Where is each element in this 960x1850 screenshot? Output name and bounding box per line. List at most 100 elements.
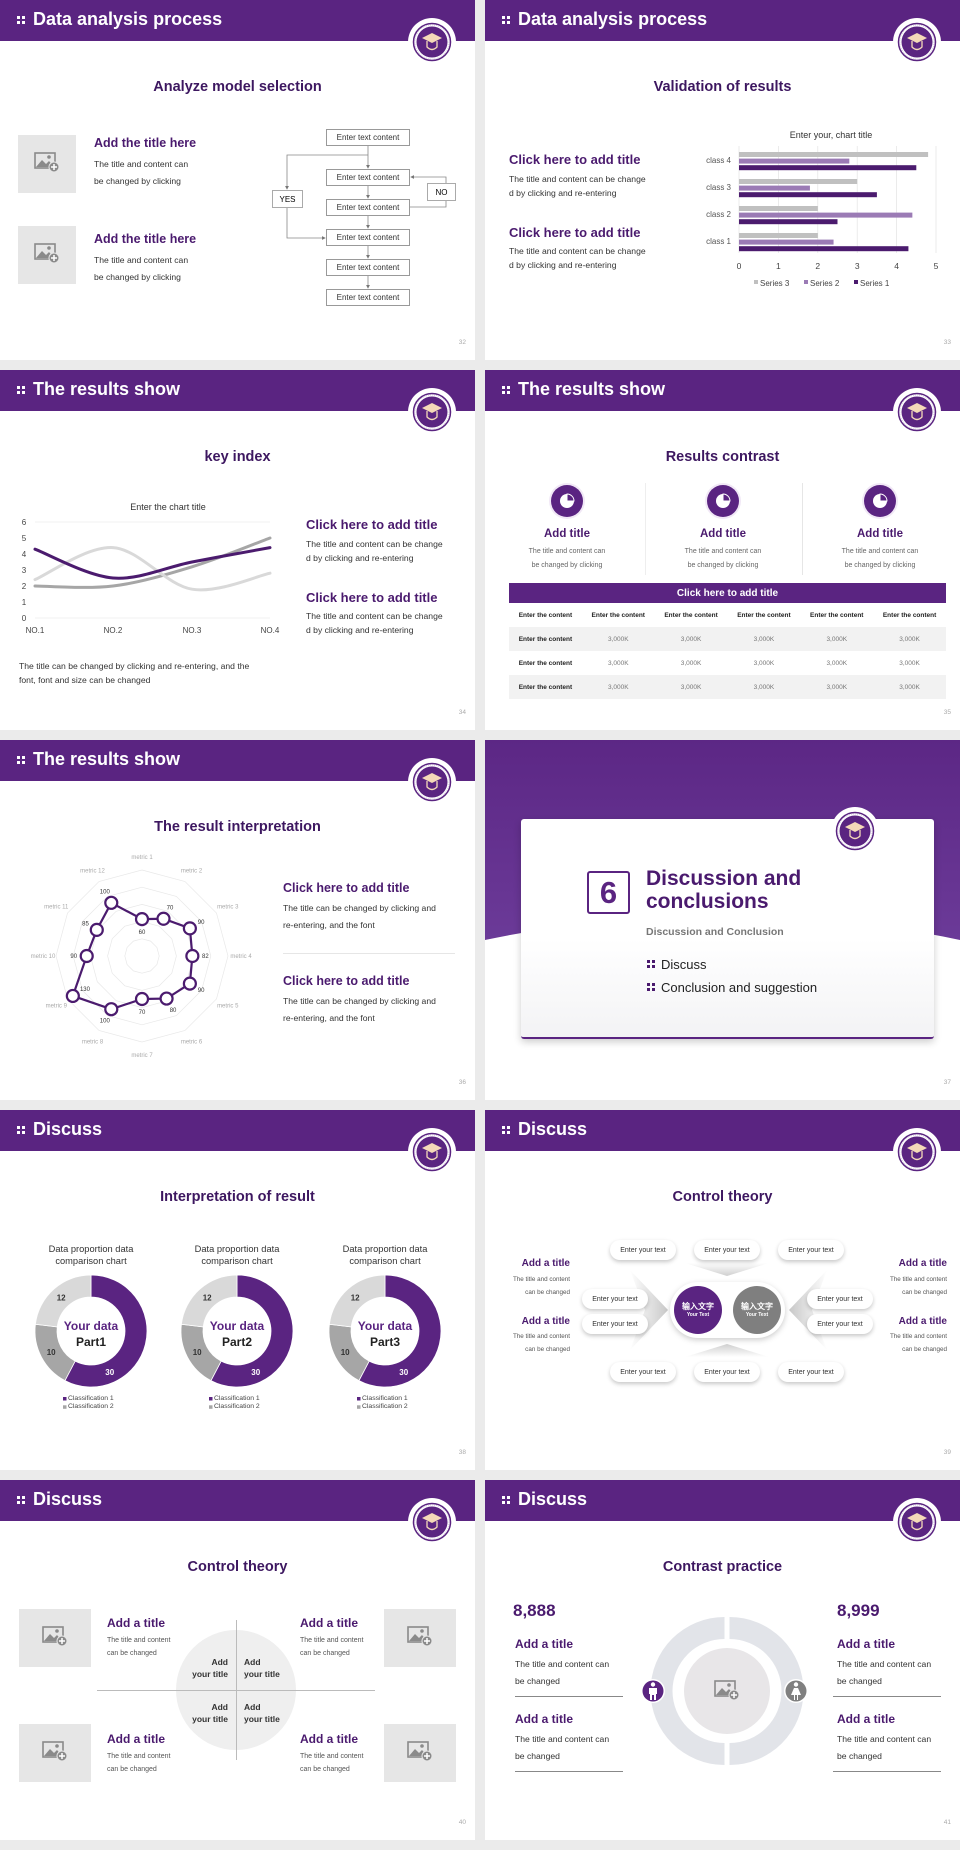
slice-label: 12 [203, 1293, 212, 1302]
bullet-item[interactable]: Discuss [661, 957, 707, 972]
bar [739, 219, 838, 225]
item-text: can be changed [107, 1766, 157, 1773]
table-header-cell: Enter the content [664, 611, 718, 619]
slide-41[interactable]: Discuss Contrast practice 8,888 Add a tit… [485, 1480, 960, 1840]
slide-36[interactable]: The results show The result interpretati… [0, 740, 475, 1100]
legend-swatch [63, 1397, 67, 1401]
y-tick-label: 4 [22, 550, 27, 559]
slide-39[interactable]: Discuss Control theory 输入文字 Your Text 输入… [485, 1110, 960, 1470]
slice-label: 10 [47, 1348, 56, 1357]
image-add-icon [42, 1740, 68, 1767]
page-number: 37 [943, 1079, 951, 1086]
table-header-cell: Enter the content [591, 611, 645, 619]
data-point [89, 922, 104, 937]
item-text: The title and content can be change [306, 611, 443, 621]
radar-chart: metric 1 metric 2 metric 3 metric 4 metric 5… [31, 855, 253, 1059]
header-bar: The results show [0, 740, 475, 781]
table-header-cell: Enter the content [882, 611, 937, 619]
image-add-icon[interactable] [714, 1679, 740, 1706]
center-circle-text: 输入文字 [741, 1302, 773, 1311]
text-pill[interactable]: Enter your text [778, 1362, 844, 1382]
dots-icon [17, 1496, 20, 1499]
header-title: The results show [33, 379, 181, 399]
item-text: can be changed [300, 1766, 350, 1773]
university-logo [893, 388, 941, 436]
image-placeholder[interactable] [19, 1724, 91, 1782]
slide-35[interactable]: The results show Results contrast Add ti… [485, 370, 960, 730]
page-number: 32 [458, 339, 466, 346]
card-text: The title and content can [528, 548, 606, 555]
bar [739, 185, 810, 191]
bar [739, 233, 818, 238]
bar-chart: Enter your, chart title 0 1 2 3 4 5 class 1 clas… [706, 130, 939, 288]
side-text: can be changed [902, 1289, 947, 1296]
text-pill[interactable]: Enter your text [694, 1362, 760, 1382]
text-pill[interactable]: Enter your text [807, 1314, 873, 1334]
quadrant-line: Add [211, 1657, 228, 1667]
divider [833, 1771, 941, 1772]
legend-swatch [63, 1405, 67, 1409]
slide-32[interactable]: Data analysis process Analyze model sele… [0, 0, 475, 360]
slice-label: 12 [57, 1293, 66, 1302]
table-cell: 3,000K [607, 683, 629, 691]
divider [833, 1696, 941, 1697]
page-number: 35 [943, 709, 951, 716]
text-pill[interactable]: Enter your text [582, 1314, 648, 1334]
text-pill[interactable]: Enter your text [582, 1289, 648, 1309]
dots-icon [502, 16, 505, 19]
image-placeholder[interactable] [19, 1609, 91, 1667]
radar-ring [55, 869, 229, 1043]
slide-33[interactable]: Data analysis process Validation of resu… [485, 0, 960, 360]
data-label: 60 [139, 930, 146, 936]
page-number: 34 [458, 709, 466, 716]
item-text: can be changed [300, 1650, 350, 1657]
data-point [65, 988, 80, 1004]
slide-34[interactable]: The results show key index Enter the cha… [0, 370, 475, 730]
bar [739, 165, 917, 171]
item-title: Add a title [515, 1712, 574, 1726]
dots-icon [502, 1496, 505, 1499]
text-pill[interactable]: Enter your text [778, 1240, 844, 1260]
side-title: Add a title [521, 1316, 570, 1327]
x-tick-label: 5 [934, 261, 939, 271]
divider [802, 483, 803, 575]
axis-label: metric 4 [230, 954, 252, 960]
table-cell: Enter the content [518, 635, 573, 643]
slide-40[interactable]: Discuss Control theory Add your title Add… [0, 1480, 475, 1840]
image-placeholder[interactable] [18, 135, 76, 193]
item-title: Click here to add title [283, 974, 410, 988]
image-placeholder[interactable] [18, 226, 76, 284]
bullet-item[interactable]: Conclusion and suggestion [661, 980, 818, 995]
y-tick-label: 5 [22, 534, 27, 543]
slide-37[interactable]: 6 Discussion and conclusions Discussion … [485, 740, 960, 1100]
side-text: The title and content [512, 1333, 570, 1340]
divider [515, 1771, 623, 1772]
x-tick-label: NO.1 [26, 626, 45, 635]
male-icon [649, 1682, 657, 1700]
data-point [156, 911, 171, 926]
page-number: 40 [458, 1819, 466, 1826]
dots-icon [17, 16, 20, 19]
quadrant-label: Add your title [244, 1702, 280, 1725]
item-text: The title and content can be change [509, 174, 646, 184]
item-title: Add a title [300, 1732, 359, 1746]
slide-38[interactable]: Discuss Interpretation of result 30 10 12 3… [0, 1110, 475, 1470]
category-label: class 2 [706, 210, 731, 219]
bar [739, 179, 858, 184]
item-text: The title and content can [837, 1659, 932, 1669]
item-title: Click here to add title [283, 881, 410, 895]
text-pill[interactable]: Enter your text [610, 1240, 676, 1260]
text-pill[interactable]: Enter your text [610, 1362, 676, 1382]
quadrant-line: Add [244, 1702, 261, 1712]
quadrant-line: Add [211, 1702, 228, 1712]
image-placeholder[interactable] [384, 1724, 456, 1782]
graduation-cap-icon [897, 22, 937, 62]
card-text: be changed by clicking [844, 562, 916, 569]
header-title: Data analysis process [33, 9, 223, 29]
item-text: be changed [837, 1751, 882, 1761]
text-pill[interactable]: Enter your text [694, 1240, 760, 1260]
image-placeholder[interactable] [384, 1609, 456, 1667]
header-bar: Discuss [0, 1480, 475, 1521]
text-pill[interactable]: Enter your text [807, 1289, 873, 1309]
section-subtitle: Discussion and Conclusion [646, 926, 784, 938]
